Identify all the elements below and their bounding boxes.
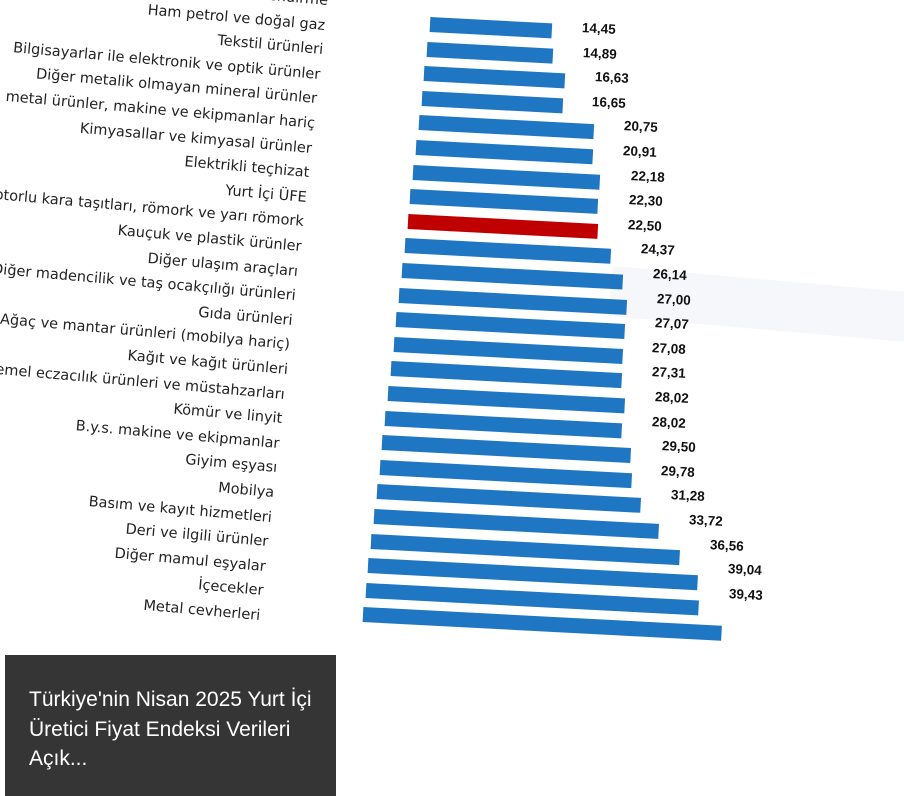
- value-label: 20,75: [623, 118, 659, 136]
- article-title[interactable]: Türkiye'nin Nisan 2025 Yurt İçi Üretici …: [29, 688, 312, 770]
- value-label: 14,45: [581, 20, 617, 37]
- value-label: 22,50: [627, 216, 662, 234]
- value-label: 39,04: [727, 561, 763, 579]
- value-label: 14,89: [582, 44, 618, 62]
- value-label: 39,43: [728, 585, 763, 603]
- category-label: Ham petrol ve doğal gaz: [147, 2, 327, 34]
- category-label: ...lendirme: [250, 0, 329, 9]
- category-label: Diğer mamul eşyalar: [114, 545, 267, 575]
- value-label: 20,91: [622, 143, 657, 160]
- category-label: Gıda ürünleri: [198, 304, 294, 329]
- category-label: Elektrikli teçhizat: [183, 154, 310, 182]
- bar: [418, 115, 595, 140]
- value-label: 26,14: [652, 266, 688, 283]
- value-label: 27,00: [656, 290, 692, 308]
- value-label: 16,65: [591, 93, 627, 111]
- category-label: Giyim eşyası: [184, 452, 278, 477]
- bar: [393, 336, 623, 364]
- bar: [423, 66, 566, 89]
- value-label: 36,56: [709, 536, 745, 554]
- bar: [395, 312, 626, 340]
- value-label: 31,28: [670, 487, 706, 505]
- bar: [376, 484, 642, 514]
- category-label: Kömür ve linyit: [172, 401, 283, 428]
- value-label: 22,18: [630, 167, 665, 185]
- bar: [390, 361, 622, 389]
- bar: [373, 509, 659, 539]
- bar-highlight: [407, 213, 598, 239]
- category-label: İçecekler: [197, 577, 264, 600]
- bar: [426, 41, 554, 64]
- bar: [429, 17, 553, 39]
- bar: [379, 459, 632, 488]
- article-caption[interactable]: Türkiye'nin Nisan 2025 Yurt İçi Üretici …: [5, 655, 336, 796]
- category-label: Metal cevherleri: [143, 597, 262, 624]
- category-label: Tekstil ürünleri: [216, 32, 324, 59]
- value-label: 16,63: [594, 69, 630, 87]
- bar: [409, 189, 599, 215]
- category-label: Mobilya: [217, 480, 275, 501]
- bar: [412, 164, 601, 190]
- value-label: 27,31: [651, 364, 686, 382]
- bar: [401, 263, 623, 290]
- value-label: 24,37: [640, 241, 675, 259]
- value-label: 28,02: [654, 389, 689, 406]
- value-label: 29,50: [661, 438, 696, 456]
- bar: [384, 410, 623, 438]
- category-label: Diğer ulaşım araçları: [147, 250, 300, 280]
- bar: [415, 140, 593, 165]
- value-label: 33,72: [688, 512, 724, 529]
- bar: [404, 238, 611, 265]
- bar: [421, 90, 563, 114]
- value-label: 27,08: [652, 339, 687, 357]
- value-label: 28,02: [651, 413, 687, 431]
- value-label: 27,07: [654, 315, 690, 333]
- category-label: Yurt İçi ÜFE: [224, 182, 308, 206]
- bar: [381, 435, 632, 464]
- category-label: Deri ve ilgili ürünler: [125, 521, 270, 551]
- value-label: 22,30: [628, 192, 663, 210]
- category-label: Kauçuk ve plastik ürünler: [116, 222, 302, 255]
- value-label: 29,78: [660, 462, 696, 480]
- bar: [387, 386, 625, 414]
- bar: [398, 287, 628, 315]
- category-label: Kağıt ve kağıt ürünleri: [126, 348, 289, 378]
